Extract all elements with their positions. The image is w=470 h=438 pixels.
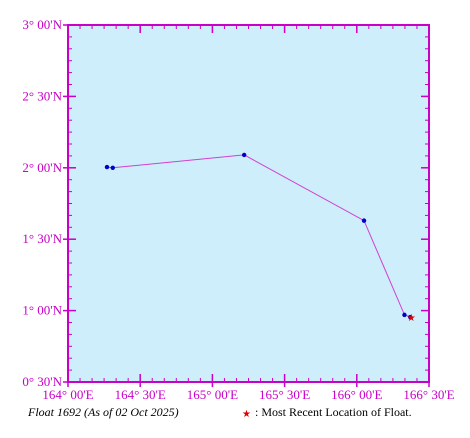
track-point <box>361 218 367 223</box>
longitude-tick-label: 166° 30'E <box>403 387 454 402</box>
track-point <box>241 152 247 158</box>
latitude-tick-label: 1° 00'N <box>22 303 62 318</box>
longitude-tick-label: 166° 00'E <box>331 387 382 402</box>
track-point <box>402 312 407 318</box>
latitude-labels: 3° 00'N 2° 30'N 2° 00'N 1° 30'N 1° 00'N 0° 30… <box>22 17 62 389</box>
latitude-tick-label: 2° 30'N <box>22 88 62 103</box>
latitude-tick-label: 3° 00'N <box>22 17 62 32</box>
track-point <box>104 164 110 170</box>
longitude-labels: 164° 00'E 164° 30'E 165° 00'E 165° 30'E 166°… <box>42 387 454 402</box>
latest-location-marker: ★ <box>407 313 416 324</box>
latitude-tick-label: 1° 30'N <box>22 231 62 246</box>
float-caption: Float 1692 (As of 02 Oct 2025) <box>27 405 179 419</box>
longitude-tick-label: 164° 30'E <box>115 387 166 402</box>
longitude-tick-label: 164° 00'E <box>42 387 93 402</box>
latitude-tick-label: 0° 30'N <box>22 374 62 389</box>
track-points <box>104 152 413 320</box>
legend-text: : Most Recent Location of Float. <box>255 405 412 419</box>
track-point <box>110 165 115 170</box>
longitude-tick-label: 165° 30'E <box>259 387 310 402</box>
ocean-area <box>68 25 429 382</box>
longitude-tick-label: 165° 00'E <box>187 387 238 402</box>
map-frame <box>67 24 430 383</box>
legend-star-icon: ★ <box>242 409 251 420</box>
track-point <box>408 314 413 320</box>
latitude-tick-label: 2° 00'N <box>22 160 62 175</box>
